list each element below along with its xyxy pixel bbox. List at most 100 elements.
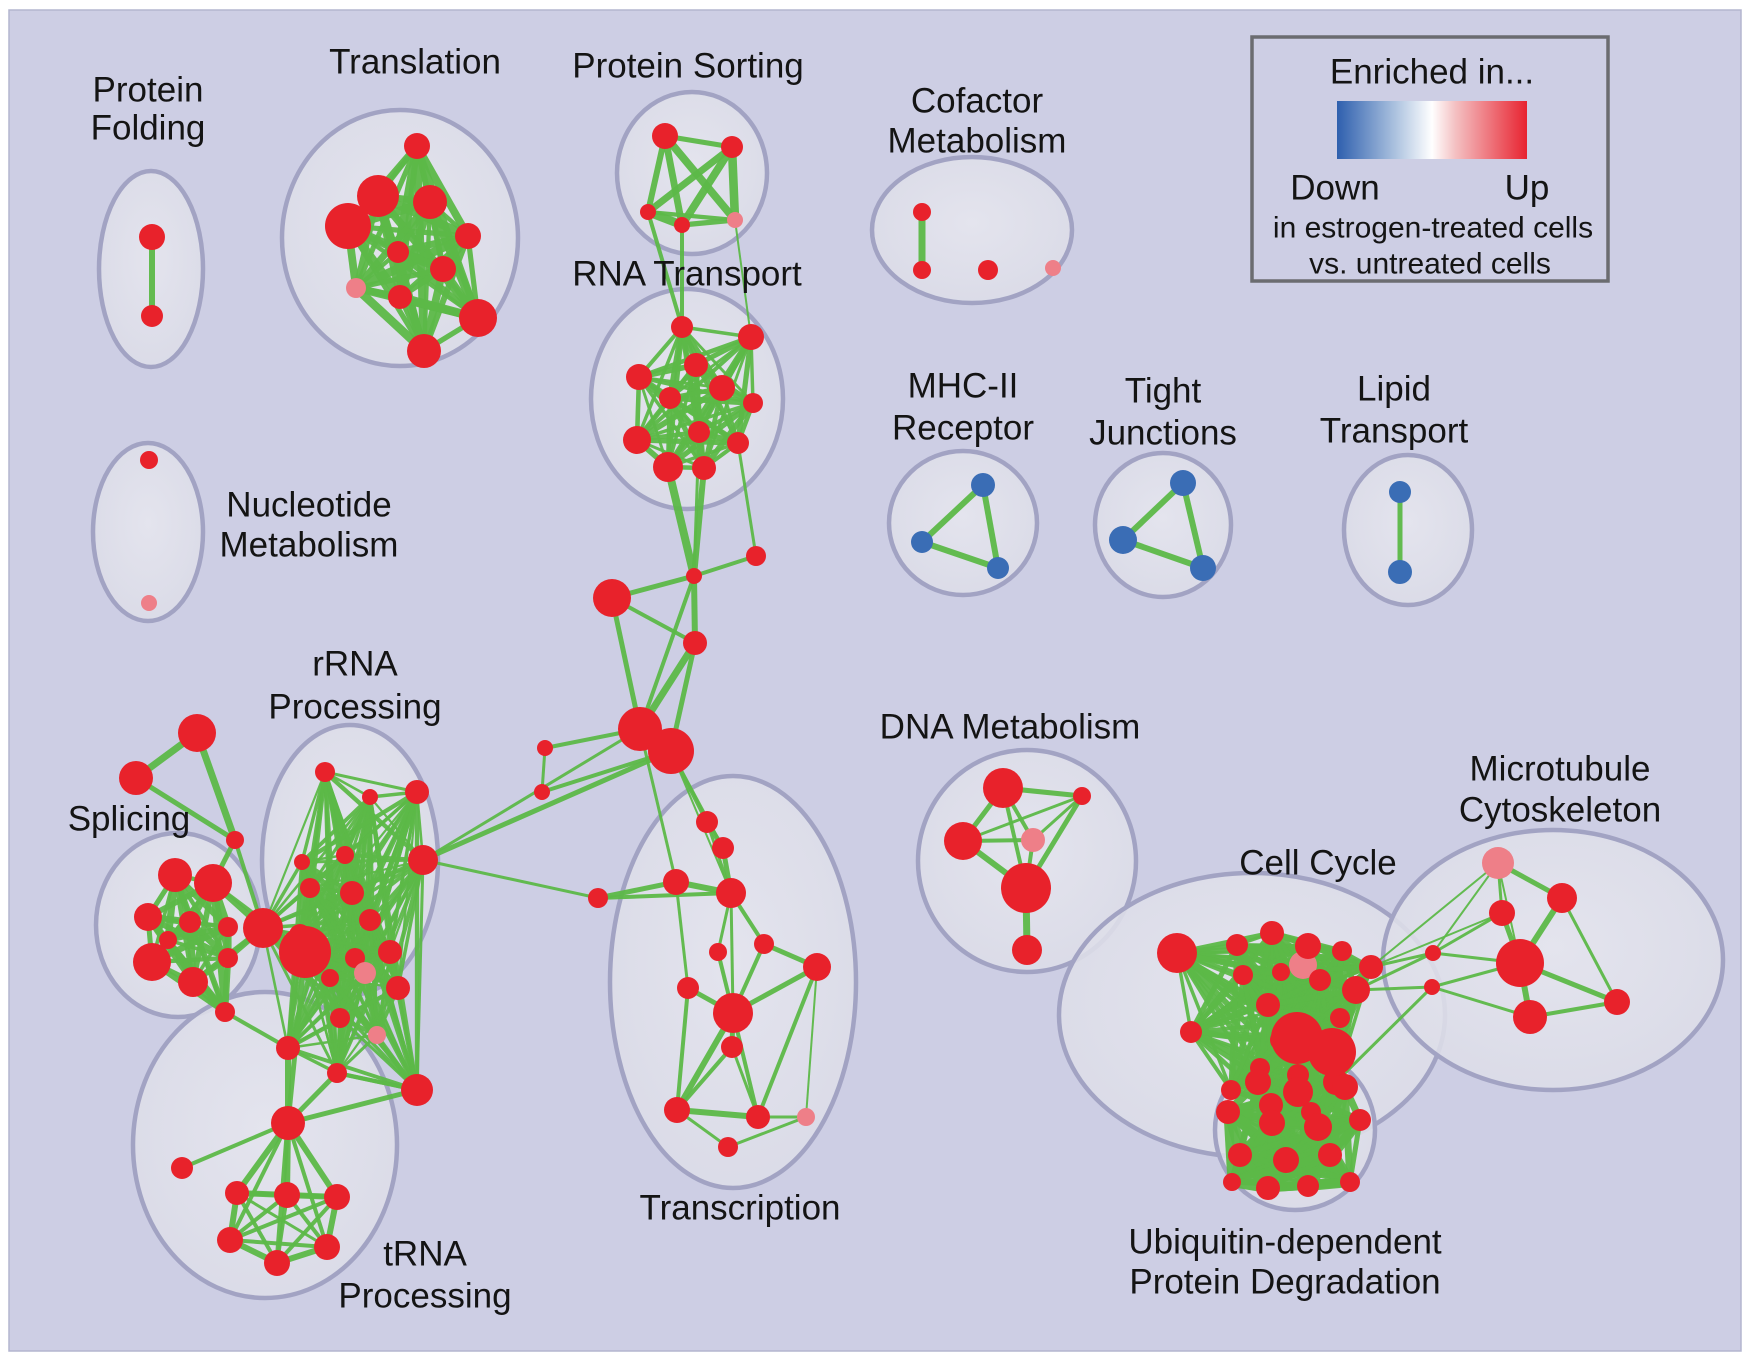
transcription-node — [754, 934, 774, 954]
edge — [1431, 985, 1531, 1019]
rrna-processing-node — [354, 962, 376, 984]
legend-down-label: Down — [1290, 169, 1379, 208]
rrna-processing-node — [362, 789, 378, 805]
cell-cycle-node — [1233, 965, 1253, 985]
edge — [287, 1033, 378, 1050]
protein-folding-node — [139, 224, 165, 250]
edge — [735, 336, 754, 444]
dna-metabolism-node — [983, 768, 1023, 808]
edge — [727, 1115, 807, 1149]
lipid-transport-node — [1388, 560, 1412, 584]
rrna-processing-node — [294, 854, 310, 870]
connector-satellites-node — [746, 546, 766, 566]
edge — [675, 987, 690, 1111]
edge — [638, 575, 696, 730]
cell-cycle-node — [1180, 1021, 1202, 1043]
cofactor-metabolism-ellipse — [869, 154, 1075, 306]
transcription-node — [713, 993, 753, 1033]
translation-node — [404, 133, 430, 159]
edge — [415, 859, 425, 1091]
rna-transport-node — [623, 426, 651, 454]
transcription-node — [664, 1097, 690, 1123]
connector-satellites-node — [648, 728, 694, 774]
edge — [681, 217, 736, 228]
trna-processing-node — [217, 1227, 243, 1253]
edge — [736, 442, 758, 557]
translation-label: Translation — [329, 43, 501, 82]
connector-satellites-node — [683, 631, 707, 655]
edge — [597, 891, 732, 900]
rna-transport-node — [738, 324, 764, 350]
splicing-node — [194, 864, 232, 902]
microtubule-cytoskeleton-label: Microtubule — [1470, 750, 1651, 789]
ubiquitin-degradation-node — [1228, 1143, 1252, 1167]
translation-node — [346, 278, 366, 298]
edge — [181, 1121, 289, 1170]
microtubule-cytoskeleton-node — [1513, 1000, 1547, 1034]
ubiquitin-degradation-node — [1216, 1100, 1240, 1124]
rna-transport-node — [659, 387, 681, 409]
rrna-processing-node — [368, 1026, 386, 1044]
splicing-node — [215, 1002, 235, 1022]
transcription-node — [803, 953, 831, 981]
rna-transport-node — [626, 364, 652, 390]
cell-cycle-node — [1342, 976, 1370, 1004]
edge — [962, 794, 1083, 843]
ubiquitin-degradation-node — [1245, 1069, 1271, 1095]
edge — [645, 144, 735, 215]
edge — [287, 1046, 418, 1092]
mhc-ii-receptor-label: MHC-II — [908, 367, 1019, 406]
dna-metabolism-node — [1073, 787, 1091, 805]
ubiquitin-degradation-node — [1273, 1147, 1299, 1173]
edge — [661, 135, 686, 226]
cell-cycle-label: Cell Cycle — [1239, 844, 1397, 883]
translation-node — [430, 256, 456, 282]
edge — [167, 938, 229, 960]
ubiquitin-degradation-node — [1256, 1176, 1280, 1200]
cell-cycle-node — [1359, 955, 1383, 979]
rrna-processing-node — [359, 909, 381, 931]
microtubule-cytoskeleton-node — [1425, 945, 1441, 961]
rna-transport-node — [671, 316, 693, 338]
edge — [309, 858, 424, 890]
rna-transport-label: RNA Transport — [572, 255, 802, 294]
legend: Enriched in... Down Up in estrogen-treat… — [1250, 35, 1610, 283]
cell-cycle-node — [1221, 1080, 1241, 1100]
rrna-processing-node — [386, 976, 410, 1000]
dna-metabolism-ellipse — [915, 747, 1139, 975]
edge — [1267, 987, 1357, 1008]
transcription-node — [718, 1137, 738, 1157]
edge — [664, 466, 698, 577]
edge — [1267, 1003, 1341, 1020]
edge — [1560, 897, 1619, 1003]
protein-sorting-node — [721, 136, 743, 158]
edge — [1228, 974, 1246, 1091]
edge — [1432, 911, 1503, 955]
rrna-processing-node — [336, 846, 354, 864]
cofactor-metabolism-node — [978, 260, 998, 280]
cell-cycle-node — [1330, 1008, 1350, 1028]
mhc-ii-receptor-node — [971, 473, 995, 497]
translation-node — [413, 185, 447, 219]
protein-folding-label: Folding — [91, 109, 206, 148]
connector-satellites-node — [119, 761, 153, 795]
trna-processing-node — [225, 1181, 249, 1205]
edge — [335, 951, 392, 1074]
rrna-processing-node — [340, 881, 364, 905]
cell-cycle-node — [1272, 963, 1290, 981]
trna-processing-label: Processing — [338, 1277, 511, 1316]
translation-node — [357, 175, 399, 217]
edge — [1334, 985, 1434, 1084]
lipid-transport-label: Lipid — [1357, 370, 1431, 409]
connector-satellites-node — [537, 740, 553, 756]
microtubule-cytoskeleton-node — [1489, 900, 1515, 926]
edge — [228, 1122, 290, 1241]
edge — [919, 482, 986, 545]
rrna-processing-node — [401, 1074, 433, 1106]
ubiquitin-degradation-label: Protein Degradation — [1129, 1263, 1440, 1302]
edge — [921, 539, 999, 571]
mhc-ii-receptor-label: Receptor — [892, 409, 1034, 448]
cell-cycle-node — [1226, 934, 1248, 956]
rna-transport-node — [653, 452, 683, 482]
rrna-processing-node — [408, 845, 438, 875]
